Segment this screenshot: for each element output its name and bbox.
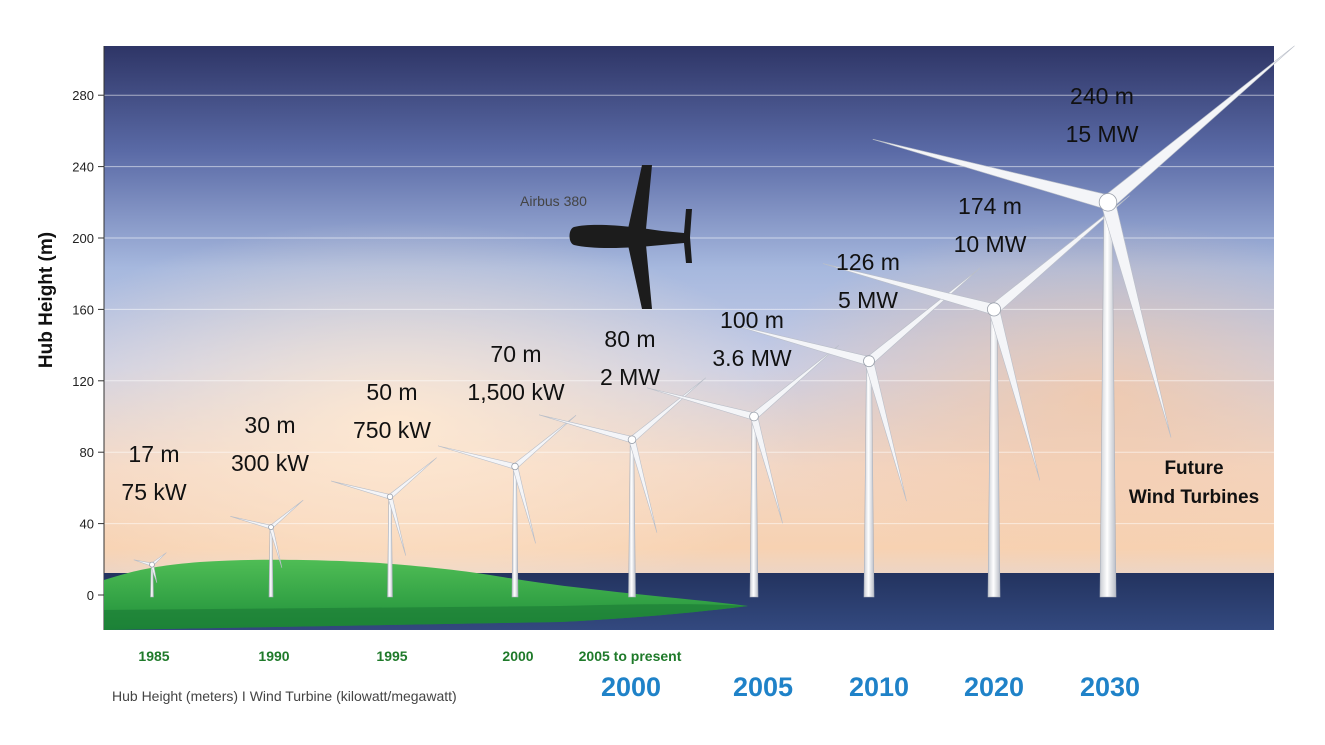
turbine bbox=[538, 377, 706, 598]
turbine-label-height: 126 m bbox=[836, 249, 900, 275]
turbine-label-height: 17 m bbox=[128, 441, 179, 467]
y-tick-label: 240 bbox=[72, 160, 94, 175]
turbine-label-power: 2 MW bbox=[600, 364, 660, 390]
y-axis-title: Hub Height (m) bbox=[36, 232, 57, 368]
y-axis-ticks: 0 40 80 120 160 200 240 280 bbox=[72, 46, 105, 630]
y-tick-label: 0 bbox=[87, 588, 94, 603]
turbine-hub bbox=[1098, 193, 1118, 212]
turbine-hub bbox=[749, 411, 759, 422]
turbine bbox=[133, 552, 167, 598]
y-tick-label: 80 bbox=[80, 445, 94, 460]
offshore-year-label: 2010 bbox=[849, 672, 909, 702]
turbine-label-height: 174 m bbox=[958, 193, 1022, 219]
footnote: Hub Height (meters) I Wind Turbine (kilo… bbox=[112, 688, 457, 704]
turbine-hub bbox=[627, 435, 637, 444]
offshore-year-label: 2000 bbox=[601, 672, 661, 702]
turbine-label-power: 3.6 MW bbox=[712, 345, 792, 371]
turbine bbox=[822, 195, 1130, 598]
offshore-year-labels: 2000 2005 2010 2020 2030 bbox=[601, 672, 1140, 702]
turbine-hub bbox=[149, 561, 155, 568]
turbine-label-power: 75 kW bbox=[121, 479, 186, 505]
offshore-year-label: 2005 bbox=[733, 672, 793, 702]
offshore-year-label: 2020 bbox=[964, 672, 1024, 702]
turbine bbox=[728, 267, 981, 598]
turbine-label-height: 50 m bbox=[366, 379, 417, 405]
land-year-label: 1995 bbox=[376, 648, 407, 664]
turbine-hub bbox=[268, 524, 274, 531]
offshore-year-label: 2030 bbox=[1080, 672, 1140, 702]
turbine bbox=[331, 457, 437, 598]
y-tick-label: 200 bbox=[72, 231, 94, 246]
turbine-label-height: 30 m bbox=[244, 412, 295, 438]
turbine-label-power: 750 kW bbox=[353, 417, 431, 443]
turbine bbox=[647, 345, 839, 598]
turbine-label-power: 10 MW bbox=[954, 231, 1027, 257]
turbine bbox=[872, 45, 1295, 598]
turbine-label-power: 1,500 kW bbox=[467, 379, 564, 405]
y-tick-label: 120 bbox=[72, 374, 94, 389]
airplane-icon bbox=[569, 165, 692, 309]
turbine-label-power: 300 kW bbox=[231, 450, 309, 476]
sky-glow-right bbox=[104, 46, 1274, 630]
land-year-labels: 1985 1990 1995 2000 2005 to present bbox=[138, 648, 681, 664]
turbine-hub bbox=[987, 302, 1002, 317]
grass-shadow bbox=[104, 604, 748, 630]
turbine bbox=[230, 499, 304, 598]
land-year-label: 1990 bbox=[258, 648, 289, 664]
turbine-label-height: 70 m bbox=[490, 341, 541, 367]
land-year-label: 2000 bbox=[502, 648, 533, 664]
turbine-label-height: 100 m bbox=[720, 307, 784, 333]
turbine-labels: 17 m 75 kW 30 m 300 kW 50 m 750 kW 70 m … bbox=[121, 83, 1138, 505]
land-year-label: 1985 bbox=[138, 648, 169, 664]
land-year-label: 2005 to present bbox=[579, 648, 682, 664]
turbine bbox=[437, 415, 577, 598]
y-tick-label: 40 bbox=[80, 517, 94, 532]
airplane-label: Airbus 380 bbox=[520, 193, 587, 209]
turbine-hub bbox=[863, 355, 875, 368]
turbine-hub bbox=[511, 462, 519, 471]
turbine-hub bbox=[386, 493, 394, 500]
turbines bbox=[133, 45, 1295, 598]
y-tick-label: 280 bbox=[72, 88, 94, 103]
turbine-label-height: 240 m bbox=[1070, 83, 1134, 109]
future-label: Future bbox=[1164, 458, 1223, 479]
y-tick-label: 160 bbox=[72, 302, 94, 317]
future-label: Wind Turbines bbox=[1129, 487, 1259, 508]
turbine-label-power: 5 MW bbox=[838, 287, 898, 313]
turbine-label-height: 80 m bbox=[604, 326, 655, 352]
turbine-label-power: 15 MW bbox=[1066, 121, 1139, 147]
